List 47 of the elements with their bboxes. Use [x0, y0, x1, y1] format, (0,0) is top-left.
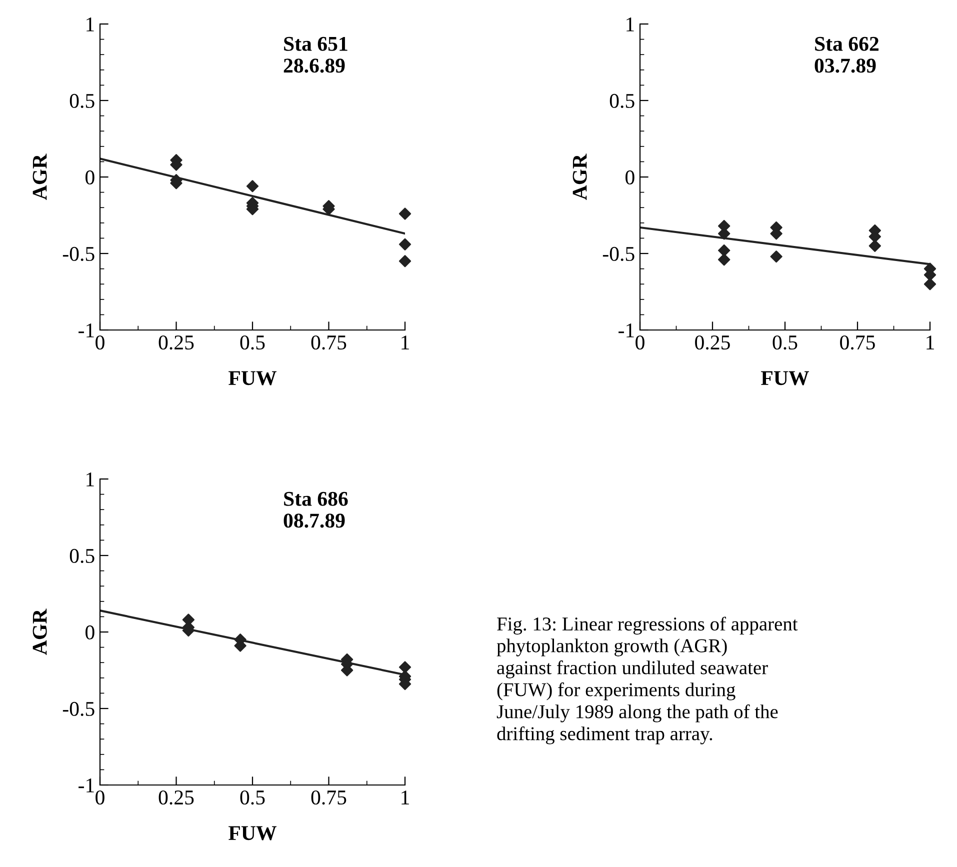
point: [398, 661, 412, 674]
y-axis-title: AGR: [572, 154, 587, 200]
point: [868, 240, 881, 252]
y-tick-label: -1: [618, 323, 634, 338]
caption: Fig. 13: Linear regressions of apparent phytoplankton growth (AGR) against fraction undiluted seawater (FUW) for experiments during June/July 1989 along the path of the drifting sediment trap array.: [496, 616, 798, 744]
y-tick-label: -1: [78, 778, 94, 792]
y-tick-label: 1: [86, 472, 94, 486]
x-tick-label: 1: [402, 790, 409, 804]
y-tick-label: 0.5: [70, 94, 94, 108]
x-tick-label: 0.5: [240, 335, 265, 350]
point: [398, 238, 412, 250]
y-tick-label: -0.5: [62, 702, 94, 716]
point: [246, 180, 259, 192]
y-tick-label: -0.5: [602, 246, 634, 262]
x-tick-label: 0.75: [840, 335, 875, 350]
point: [924, 278, 936, 290]
y-tick-label: 0: [626, 170, 634, 184]
x-tick-label: 0.75: [311, 790, 346, 805]
point: [770, 250, 782, 263]
annotation: Sta 686 08.7.89: [284, 492, 348, 528]
point: [718, 254, 730, 266]
x-tick-label: 0: [636, 335, 644, 350]
x-axis-title: FUW: [761, 371, 809, 386]
point: [398, 255, 412, 268]
x-tick-label: 1: [402, 336, 409, 350]
x-tick-label: 0.25: [695, 335, 730, 350]
x-tick-label: 1: [926, 336, 934, 350]
x-tick-label: 0.5: [772, 335, 798, 350]
y-tick-label: 0.5: [610, 94, 634, 108]
x-tick-label: 0.25: [158, 790, 194, 805]
x-axis-title: FUW: [228, 826, 276, 840]
y-axis-title: AGR: [32, 608, 47, 655]
x-tick-label: 0.75: [311, 335, 346, 350]
x-axis-title: FUW: [228, 371, 276, 386]
y-tick-label: 1: [86, 17, 94, 32]
x-tick-label: 0.25: [158, 335, 194, 350]
annotation: Sta 662 03.7.89: [814, 36, 879, 73]
y-tick-label: 1: [626, 17, 634, 32]
y-axis-title: AGR: [32, 154, 47, 200]
y-tick-label: 0: [86, 170, 94, 184]
x-tick-label: 0.5: [240, 790, 265, 805]
y-tick-label: -1: [78, 323, 94, 338]
y-tick-label: -0.5: [62, 246, 94, 262]
annotation: Sta 651 28.6.89: [284, 36, 348, 73]
point: [398, 208, 412, 220]
y-tick-label: 0: [86, 625, 94, 640]
y-tick-label: 0.5: [70, 548, 94, 564]
